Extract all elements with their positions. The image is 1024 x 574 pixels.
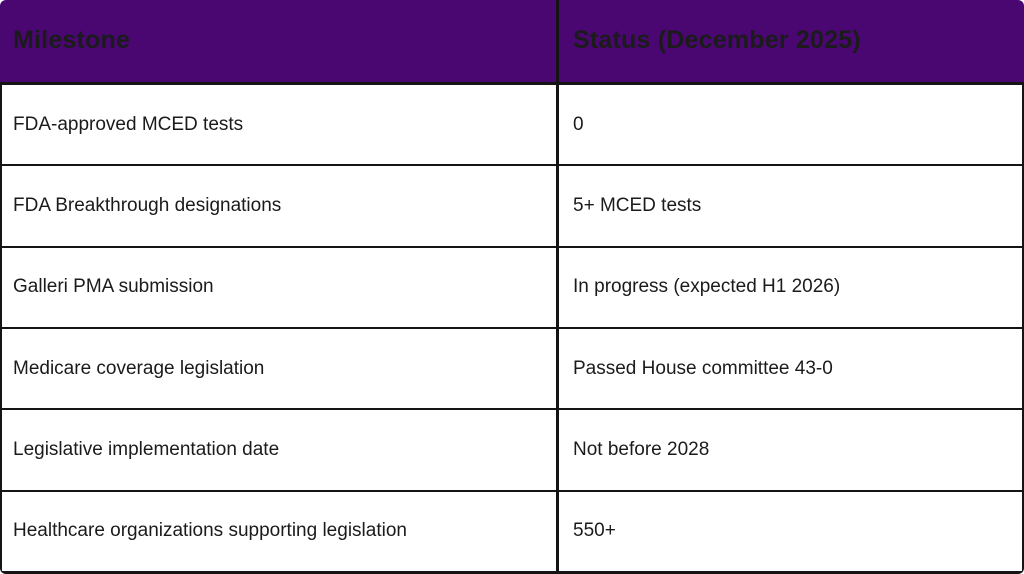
status-cell: 5+ MCED tests [573,195,702,217]
status-cell: In progress (expected H1 2026) [573,276,841,298]
status-cell: Passed House committee 43-0 [573,357,833,379]
status-cell: Not before 2028 [573,439,710,461]
milestone-cell: Legislative implementation date [2,410,559,490]
table-header-row: Milestone Status (December 2025) [0,0,1024,85]
milestone-cell: FDA Breakthrough designations [2,166,559,246]
milestone-cell: Galleri PMA submission [2,247,559,327]
table-row: Galleri PMA submission In progress (expec… [2,247,1022,329]
milestone-cell: Healthcare organizations supporting legi… [2,491,559,571]
status-cell: 0 [573,113,584,135]
table-row: Legislative implementation date Not befor… [2,410,1022,492]
table-row: FDA Breakthrough designations 5+ MCED tes… [2,166,1022,248]
table-row: FDA-approved MCED tests 0 [2,85,1022,167]
column-header-milestone: Milestone [0,0,559,82]
status-cell: 550+ [573,520,616,542]
table-body: FDA-approved MCED tests 0 FDA Breakthrough… [0,85,1024,574]
table-row: Healthcare organizations supporting legi… [2,491,1022,571]
column-header-status: Status (December 2025) [573,26,861,55]
table-row: Medicare coverage legislation Passed Hous… [2,328,1022,411]
milestone-cell: FDA-approved MCED tests [2,85,559,165]
milestone-cell: Medicare coverage legislation [2,328,559,409]
